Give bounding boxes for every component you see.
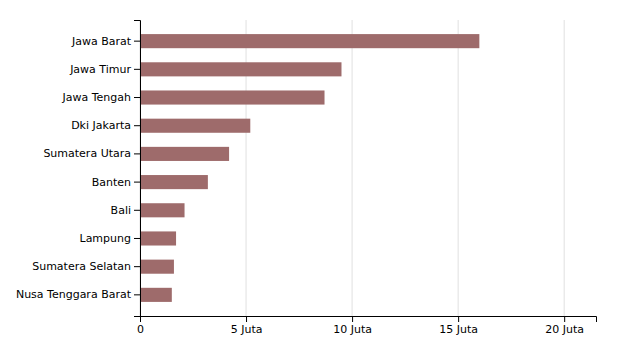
bar [140,119,250,133]
tick: Bali [111,204,140,217]
grid-line [564,20,565,316]
tick: Jawa Timur [69,63,140,76]
tick: Jawa Tengah [61,91,140,104]
grid-line [458,20,459,316]
grid [140,20,564,316]
tick-label: 20 Juta [545,323,584,336]
tick-mark [134,182,140,183]
tick-label: Jawa Barat [71,35,132,48]
tick-label: 5 Juta [231,323,263,336]
tick: Jawa Barat [71,35,140,48]
tick-label: Sumatera Utara [43,147,131,160]
tick-mark [134,69,140,70]
bar [140,62,341,76]
tick-label: Jawa Tengah [61,91,131,104]
tick: 20 Juta [545,316,584,336]
tick: 10 Juta [333,316,372,336]
tick-mark [134,210,140,211]
bar [140,260,174,274]
tick-label: Bali [111,204,131,217]
tick-label: 0 [137,323,144,336]
bar [140,90,325,104]
tick-label: Nusa Tenggara Barat [16,288,132,301]
tick-mark [352,316,353,322]
tick: 0 [137,316,144,336]
tick-mark [134,153,140,154]
tick: Sumatera Utara [43,147,140,160]
tick-mark [134,294,140,295]
y-axis: Nusa Tenggara Barat Sumatera Selatan Lampu… [16,21,141,317]
tick-label: 15 Juta [439,323,478,336]
tick-mark [246,316,247,322]
tick-label: Dki Jakarta [71,119,131,132]
tick-mark [134,266,140,267]
tick: Nusa Tenggara Barat [16,288,140,301]
bar [140,147,229,161]
tick-label: Banten [92,176,131,189]
tick: Banten [92,176,140,189]
tick-mark [134,41,140,42]
tick-mark [564,316,565,322]
bar [140,175,208,189]
tick-label: Jawa Timur [69,63,131,76]
grid-line [352,20,353,316]
tick-mark [134,238,140,239]
tick-label: 10 Juta [333,323,372,336]
bars [140,34,479,302]
tick-mark [134,97,140,98]
tick-mark [134,125,140,126]
tick: Lampung [80,232,141,245]
bar [140,203,185,217]
x-axis: 0 5 Juta 10 Juta 15 Juta 20 Juta [137,316,597,336]
tick: 5 Juta [231,316,263,336]
axis-line [141,317,597,323]
tick: Sumatera Selatan [32,260,140,273]
tick: Dki Jakarta [71,119,140,132]
tick-label: Lampung [80,232,132,245]
tick-label: Sumatera Selatan [32,260,131,273]
bar [140,34,479,48]
plot: 0 5 Juta 10 Juta 15 Juta 20 Juta Nusa Tenggar… [16,20,597,336]
tick: 15 Juta [439,316,478,336]
axis-line [134,21,141,317]
bar [140,288,172,302]
tick-mark [458,316,459,322]
bar [140,231,176,245]
chart: 0 5 Juta 10 Juta 15 Juta 20 Juta Nusa Tenggar… [0,0,620,348]
